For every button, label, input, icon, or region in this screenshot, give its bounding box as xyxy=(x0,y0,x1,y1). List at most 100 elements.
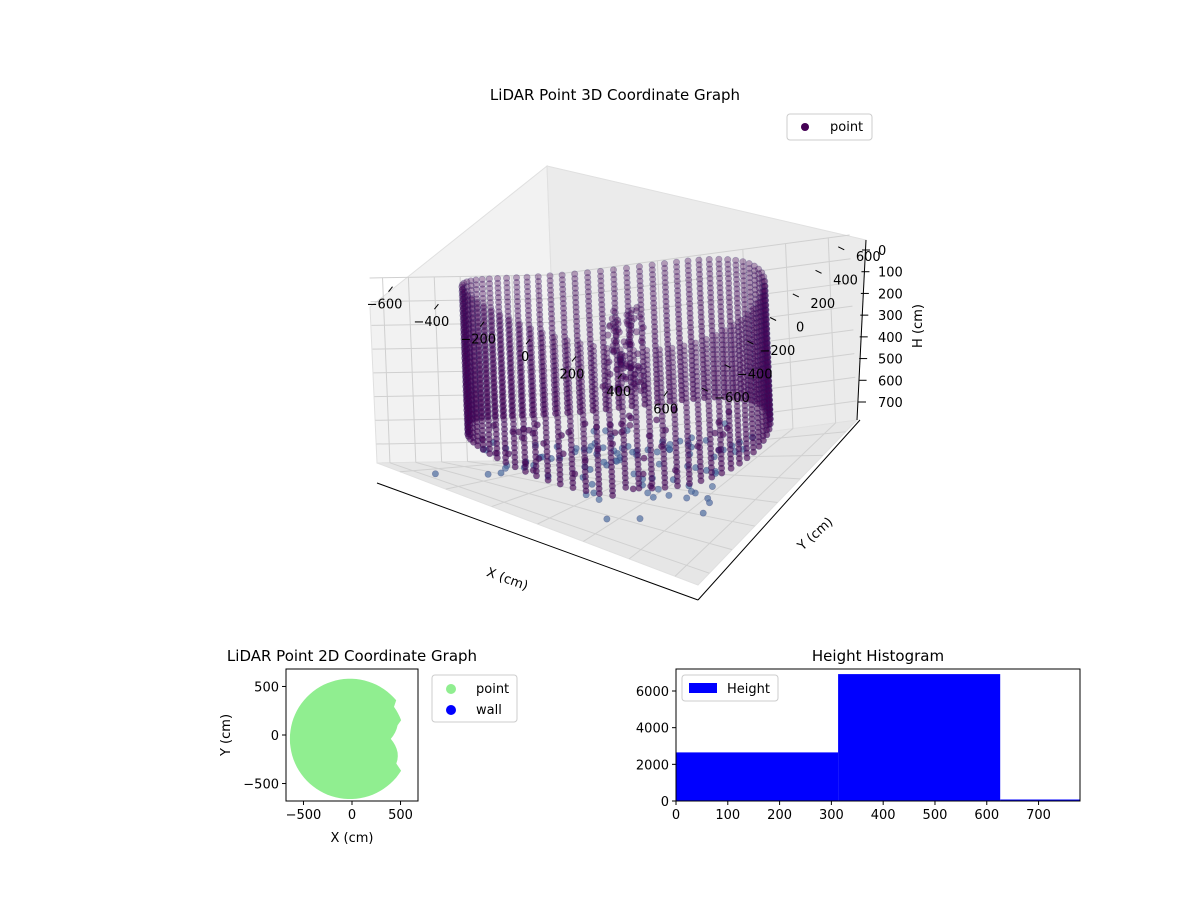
point-3d-mark xyxy=(684,266,692,274)
point-3d-mark xyxy=(560,314,568,322)
point-3d-mark xyxy=(584,278,592,286)
point-3d-mark xyxy=(758,278,766,286)
point-3d-mark xyxy=(508,377,516,385)
point-3d-mark xyxy=(612,337,620,345)
point-3d-mark xyxy=(465,329,473,337)
point-3d-mark xyxy=(566,403,574,411)
point-3d-mark xyxy=(762,315,770,323)
point-3d-mark xyxy=(637,378,645,386)
point-3d-mark xyxy=(592,399,600,407)
point-3d-mark xyxy=(731,345,739,353)
point-3d-mark xyxy=(675,320,683,328)
point-3d-mark xyxy=(462,341,470,349)
point-3d-mark xyxy=(620,364,628,372)
point-3d-mark xyxy=(481,331,489,339)
point-3d-mark xyxy=(460,288,468,296)
point-3d-mark xyxy=(657,384,665,392)
point-3d-mark xyxy=(497,330,505,338)
point-3d-mark xyxy=(761,306,769,314)
point-3d-mark xyxy=(590,357,598,365)
point-3d-mark xyxy=(496,327,504,335)
point-3d-mark xyxy=(606,416,614,424)
point-3d-mark xyxy=(597,282,605,290)
point-3d-mark xyxy=(725,294,733,302)
point-3d-mark xyxy=(764,348,772,356)
point-3d-mark xyxy=(547,310,555,318)
point-3d-mark xyxy=(656,355,664,363)
point-3d-mark xyxy=(609,342,617,350)
point-3d-mark xyxy=(479,285,487,293)
point-3d-mark xyxy=(734,323,742,331)
point-3d-mark xyxy=(658,412,666,420)
point-3d-mark xyxy=(536,315,544,323)
point-3d-mark xyxy=(760,307,768,315)
point-3d-mark xyxy=(469,329,477,337)
point-3d-mark xyxy=(617,355,625,363)
point-3d-mark xyxy=(756,342,764,350)
point-3d-mark xyxy=(589,406,597,414)
point-3d-mark xyxy=(610,285,618,293)
point-3d-mark xyxy=(576,340,584,348)
point-3d-mark xyxy=(744,325,752,333)
point-3d-mark xyxy=(598,301,606,309)
point-3d-mark xyxy=(469,338,477,346)
point-3d-mark xyxy=(480,332,488,340)
point-3d-mark xyxy=(573,332,581,340)
point-3d-mark xyxy=(470,337,478,345)
point-3d-mark xyxy=(499,382,507,390)
point-3d-mark xyxy=(484,470,492,478)
point-3d-mark xyxy=(595,489,603,497)
point-3d-mark xyxy=(466,349,474,357)
legend-marker-point xyxy=(801,123,809,131)
point-3d-mark xyxy=(674,296,682,304)
point-3d-mark xyxy=(760,350,768,358)
x-tick-hist: 600 xyxy=(974,808,999,823)
point-3d-mark xyxy=(505,341,513,349)
point-3d-mark xyxy=(605,322,613,330)
point-3d-mark xyxy=(693,372,701,380)
point-3d-mark xyxy=(632,399,640,407)
point-3d-mark xyxy=(538,334,546,342)
point-3d-mark xyxy=(740,286,748,294)
point-3d-mark xyxy=(560,318,568,326)
point-3d-mark xyxy=(494,274,502,282)
point-3d-mark xyxy=(461,308,469,316)
point-3d-mark xyxy=(762,325,770,333)
point-3d-mark xyxy=(464,297,472,305)
point-3d-mark xyxy=(656,360,664,368)
point-3d-mark xyxy=(754,313,762,321)
point-3d-mark xyxy=(604,382,612,390)
x-tick-3d: −600 xyxy=(367,298,403,313)
point-3d-mark xyxy=(682,394,690,402)
point-3d-mark xyxy=(638,320,646,328)
point-3d-mark xyxy=(481,347,489,355)
point-3d-mark xyxy=(763,334,771,342)
point-3d-mark xyxy=(702,340,710,348)
x-axis-line xyxy=(376,482,699,601)
y-tick-mark-3d xyxy=(815,269,822,274)
point-3d-mark xyxy=(565,379,573,387)
point-3d-mark xyxy=(750,328,758,336)
point-3d-mark xyxy=(716,284,724,292)
ticks-2d: −500 0 500 500 0 −500 xyxy=(243,680,413,823)
point-3d-mark xyxy=(755,318,763,326)
z-tick-3d: 500 xyxy=(878,353,903,368)
point-3d-mark xyxy=(762,325,770,333)
point-3d-mark xyxy=(460,289,468,297)
point-3d-mark xyxy=(480,309,488,317)
point-3d-mark xyxy=(762,339,770,347)
point-3d-mark xyxy=(697,303,705,311)
point-3d-mark xyxy=(573,336,581,344)
point-3d-mark xyxy=(539,348,547,356)
point-3d-mark xyxy=(733,290,741,298)
point-3d-mark xyxy=(674,301,682,309)
point-3d-mark xyxy=(604,387,612,395)
point-3d-mark xyxy=(649,275,657,283)
point-3d-mark xyxy=(741,310,749,318)
point-3d-mark xyxy=(462,327,470,335)
point-3d-mark xyxy=(475,351,483,359)
point-3d-mark xyxy=(490,373,498,381)
point-3d-mark xyxy=(517,349,525,357)
point-3d-mark xyxy=(541,395,549,403)
point-3d-mark xyxy=(565,389,573,397)
